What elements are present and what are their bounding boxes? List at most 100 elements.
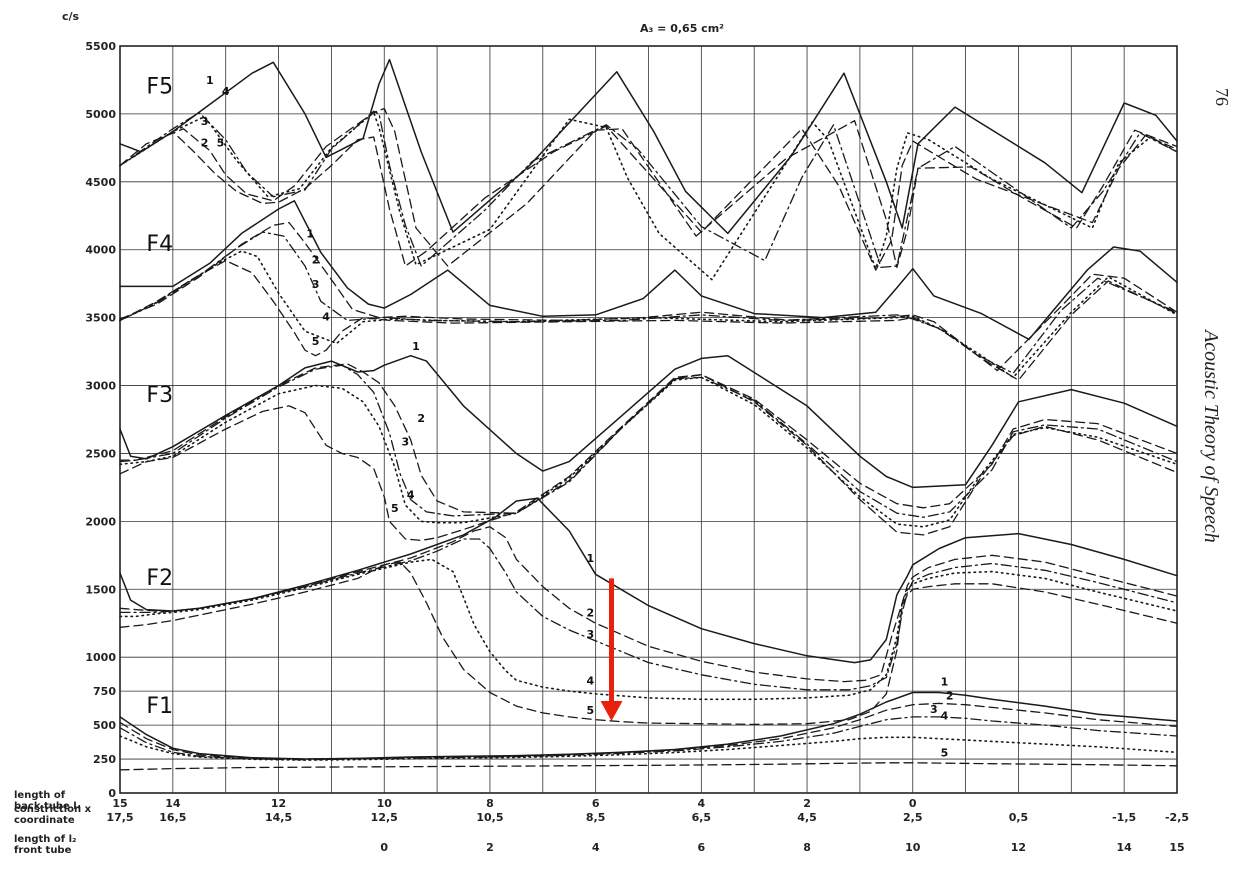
x-tick-label: 0: [380, 841, 388, 854]
curve-number-label: 1: [412, 340, 420, 353]
series-f4-curve-2: [119, 221, 1178, 372]
x-tick-label: 12: [1011, 841, 1026, 854]
x-tick-label: 0,5: [1009, 811, 1029, 824]
curve-number-label: 3: [312, 278, 320, 291]
x-axis-title: constriction x: [14, 804, 92, 815]
y-axis-labels: 0 250 500 750 1000 1500 2000 2500 3000 3500 4000 45…: [85, 40, 116, 800]
series-f5-curve-1: [119, 58, 1178, 235]
y-tick-label: 0: [108, 787, 116, 800]
curve-number-label: 4: [222, 85, 230, 98]
y-tick-label: 250: [93, 753, 116, 766]
y-tick-label: 2000: [85, 515, 116, 528]
x-axis-title: length of: [14, 790, 66, 801]
series-f5-curve-5: [119, 125, 1178, 271]
series-f2-curve-3: [119, 538, 1178, 691]
x-tick-label: -1,5: [1112, 811, 1136, 824]
formant-curves: [119, 58, 1178, 771]
y-tick-label: 4000: [85, 244, 116, 257]
curve-number-label: 2: [587, 606, 595, 619]
x-tick-label: 6: [698, 841, 706, 854]
y-tick-label: 2500: [85, 447, 116, 460]
curve-number-label: 2: [201, 137, 209, 150]
formant-label: F1: [146, 694, 173, 719]
curve-number-label: 4: [587, 674, 595, 687]
curve-number-label: 3: [930, 703, 938, 716]
x-tick-label: 10: [377, 797, 393, 810]
x-tick-label: 8: [803, 841, 811, 854]
series-f4-curve-4: [119, 250, 1178, 379]
y-tick-label: 3000: [85, 380, 116, 393]
curve-number-label: 5: [587, 704, 595, 717]
x-tick-label: 6,5: [692, 811, 712, 824]
chart-title: A₃ = 0,65 cm²: [640, 22, 724, 35]
page-number: 76: [1212, 88, 1232, 106]
curve-number-label: 4: [407, 488, 415, 501]
book-title: Acoustic Theory of Speech: [1200, 330, 1222, 543]
series-f5-curve-4: [119, 110, 1178, 269]
x-tick-label: 12,5: [371, 811, 398, 824]
x-tick-label: 4: [698, 797, 706, 810]
x-tick-label: 8: [486, 797, 494, 810]
series-f4-curve-5: [119, 259, 1178, 381]
x-tick-label: 4,5: [797, 811, 817, 824]
y-tick-label: 1000: [85, 651, 116, 664]
series-f5-curve-2: [119, 107, 1178, 269]
curve-number-label: 4: [941, 710, 949, 723]
curve-number-label: 1: [206, 74, 214, 87]
formant-label: F2: [146, 566, 173, 591]
curve-number-label: 1: [941, 676, 949, 689]
series-f1-curve-2: [119, 702, 1178, 760]
x-axis-title: back tube l₄: [14, 801, 81, 812]
formant-labels: F5 F4 F3 F2 F1: [146, 75, 173, 719]
formant-label: F5: [146, 75, 173, 100]
curve-number-label: 2: [946, 689, 954, 702]
y-tick-label: 5000: [85, 108, 116, 121]
curve-number-label: 3: [201, 115, 209, 128]
chart-grid: [119, 45, 1178, 794]
formant-label: F4: [146, 232, 173, 257]
curve-number-label: 5: [941, 746, 949, 759]
x-tick-label: 10: [905, 841, 921, 854]
curve-number-label: 2: [312, 253, 320, 266]
series-f3-curve-3: [119, 364, 1178, 518]
y-tick-label: 5500: [85, 40, 116, 53]
red-arrow: [600, 578, 623, 722]
series-f3-curve-5: [119, 374, 1178, 542]
curve-number-label: 3: [587, 628, 595, 641]
series-f1-curve-5: [119, 762, 1178, 771]
y-tick-label: 750: [93, 685, 116, 698]
x-axis-title: coordinate: [14, 815, 75, 826]
series-f3-curve-1: [119, 354, 1178, 489]
arrow-head: [600, 701, 623, 722]
curve-number-label: 5: [312, 335, 320, 348]
curve-number-label: 3: [402, 435, 410, 448]
x-tick-label: 15: [112, 797, 127, 810]
x-tick-label: 2,5: [903, 811, 923, 824]
y-axis-unit: c/s: [62, 10, 80, 23]
y-tick-label: 4500: [85, 176, 116, 189]
x-tick-label: 6: [592, 797, 600, 810]
series-f2-curve-4: [119, 558, 1178, 701]
x-axis-title: front tube: [14, 845, 72, 856]
x-tick-label: 2: [486, 841, 494, 854]
x-tick-label: 8,5: [586, 811, 606, 824]
x-tick-label: 0: [909, 797, 917, 810]
x-tick-label: 10,5: [476, 811, 503, 824]
x-tick-label: 14: [165, 797, 181, 810]
series-f4-curve-1: [119, 200, 1178, 341]
x-tick-label: 15: [1169, 841, 1184, 854]
y-tick-label: 3500: [85, 312, 116, 325]
x-tick-label: -2,5: [1165, 811, 1189, 824]
series-f5-curve-3: [119, 111, 1178, 281]
curve-number-label: 5: [217, 137, 225, 150]
y-tick-label: 500: [93, 719, 116, 732]
formant-label: F3: [146, 383, 173, 408]
series-f2-curve-5: [119, 561, 1178, 726]
curve-number-label: 1: [306, 228, 314, 241]
curve-number-label: 5: [391, 502, 399, 515]
x-tick-label: 14: [1116, 841, 1132, 854]
y-tick-label: 1500: [85, 583, 116, 596]
